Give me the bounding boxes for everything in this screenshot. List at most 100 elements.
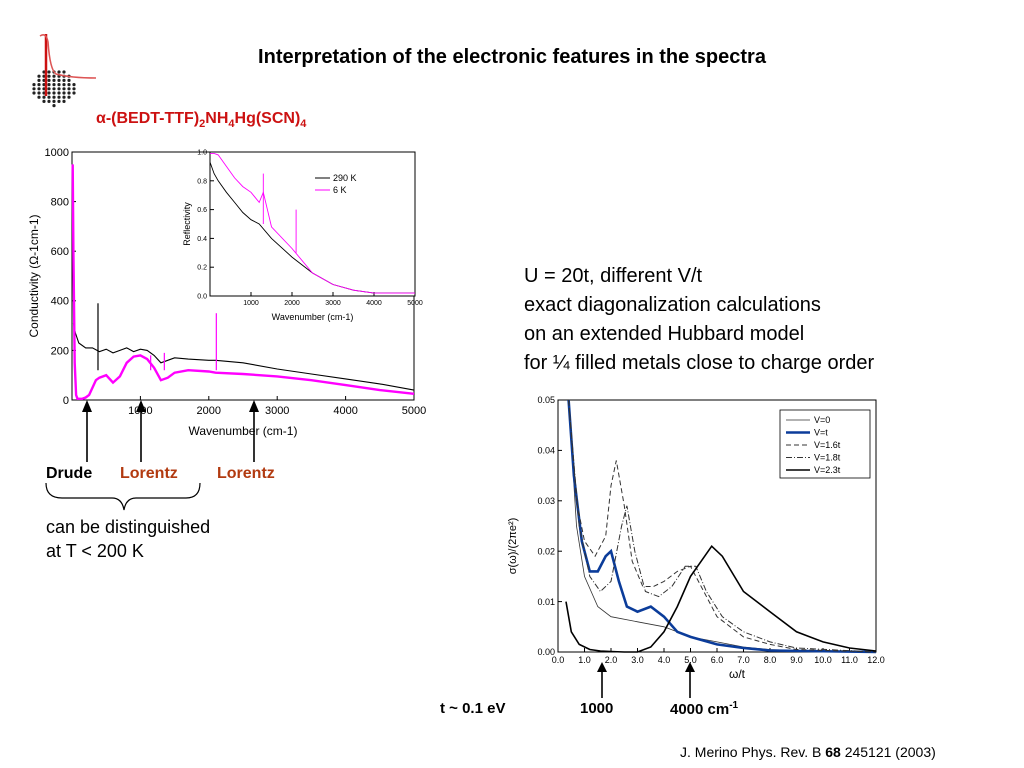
logo-dot bbox=[37, 83, 41, 87]
logo-dot bbox=[67, 83, 71, 87]
hub-xtick-label: 2.0 bbox=[605, 655, 618, 665]
cond-xtick-label: 3000 bbox=[265, 405, 289, 417]
conductivity-chart: 1000 2000 3000 4000 5000 0 200 400 600 800 1000 Wav… bbox=[27, 147, 426, 438]
hub-xtick-label: 7.0 bbox=[737, 655, 750, 665]
logo-dot bbox=[52, 91, 56, 95]
refl-frame bbox=[209, 151, 416, 297]
logo-dot bbox=[62, 91, 66, 95]
cond-xtick-label: 4000 bbox=[333, 405, 357, 417]
lorentz-arrow-2 bbox=[249, 400, 259, 462]
refl-xtick-label: 3000 bbox=[325, 300, 341, 307]
logo-dot bbox=[62, 83, 66, 87]
hub-xtick-label: 11.0 bbox=[841, 655, 858, 665]
hub-legend-label: V=1.6t bbox=[814, 440, 841, 450]
refl-ytick-label: 1.0 bbox=[197, 149, 207, 156]
refl-xtick-label: 1000 bbox=[243, 300, 259, 307]
citation: J. Merino Phys. Rev. B 68 245121 (2003) bbox=[680, 744, 936, 760]
logo-dot bbox=[57, 99, 61, 103]
logo-dot bbox=[72, 91, 76, 95]
logo-dot bbox=[67, 95, 71, 99]
logo-dot bbox=[57, 95, 61, 99]
cond-xtick-label: 5000 bbox=[402, 405, 426, 417]
arrow-4000 bbox=[685, 662, 695, 698]
hub-legend-label: V=2.3t bbox=[814, 465, 841, 475]
model-description: U = 20t, different V/t exact diagonaliza… bbox=[524, 262, 874, 378]
refl-xlabel: Wavenumber (cm-1) bbox=[272, 312, 354, 322]
cond-series-6k bbox=[71, 164, 415, 400]
logo-dot bbox=[52, 83, 56, 87]
logo-dot bbox=[37, 91, 41, 95]
logo-dot bbox=[37, 87, 41, 91]
label-4000: 4000 cm-1 bbox=[670, 700, 739, 718]
hub-ylabel: σ(ω)/(2πe²) bbox=[507, 518, 519, 575]
cond-ytick-label: 600 bbox=[51, 246, 69, 258]
logo-dot bbox=[37, 78, 41, 82]
distinguish-line-2: at T < 200 K bbox=[46, 541, 144, 561]
hub-series-vt bbox=[567, 399, 877, 654]
hub-xlabel: ω/t bbox=[729, 667, 746, 681]
logo-dot bbox=[32, 91, 36, 95]
refl-ytick-label: 0.6 bbox=[197, 207, 207, 214]
description-line-3: on an extended Hubbard model bbox=[524, 323, 805, 345]
distinguish-line-1: can be distinguished bbox=[46, 517, 211, 537]
hub-xtick-label: 1.0 bbox=[578, 655, 591, 665]
logo-dot bbox=[52, 74, 56, 78]
compound-formula: α-(BEDT-TTF)2NH4Hg(SCN)4 bbox=[96, 110, 307, 131]
hub-legend-label: V=1.8t bbox=[814, 453, 841, 463]
logo-dot-grid bbox=[32, 70, 76, 108]
hub-ytick-label: 0.05 bbox=[537, 395, 555, 405]
hub-ytick-label: 0.00 bbox=[537, 647, 555, 657]
logo-dot bbox=[37, 95, 41, 99]
hub-xtick-label: 0.0 bbox=[552, 655, 565, 665]
logo-dot bbox=[32, 87, 36, 91]
logo-dot bbox=[52, 78, 56, 82]
page-title: Interpretation of the electronic feature… bbox=[258, 46, 766, 68]
logo-dot bbox=[57, 83, 61, 87]
hub-xtick-label: 4.0 bbox=[658, 655, 671, 665]
refl-legend-label: 290 K bbox=[333, 173, 357, 183]
logo-dot bbox=[42, 95, 46, 99]
hub-series-v18t bbox=[568, 399, 877, 653]
energy-t-label: t ~ 0.1 eV bbox=[440, 700, 506, 717]
description-line-2: exact diagonalization calculations bbox=[524, 294, 821, 316]
logo-curve bbox=[39, 34, 97, 79]
hub-xtick-label: 8.0 bbox=[764, 655, 777, 665]
logo-dot bbox=[62, 70, 66, 74]
drude-arrow bbox=[82, 400, 92, 462]
logo-dot bbox=[62, 87, 66, 91]
logo-dot bbox=[57, 91, 61, 95]
hub-ytick-label: 0.04 bbox=[537, 446, 555, 456]
logo-dot bbox=[57, 78, 61, 82]
cond-series-290k bbox=[72, 322, 415, 391]
logo-dot bbox=[42, 99, 46, 103]
hub-xtick-label: 12.0 bbox=[867, 655, 885, 665]
hubbard-chart: 0.0 1.0 2.0 3.0 4.0 5.0 6.0 7.0 8.0 9.0 10.0 11.0 12… bbox=[507, 395, 885, 681]
hub-xtick-label: 10.0 bbox=[814, 655, 832, 665]
logo-dot bbox=[57, 87, 61, 91]
logo-dot bbox=[32, 83, 36, 87]
cond-ytick-label: 400 bbox=[51, 296, 69, 308]
arrow-1000 bbox=[597, 662, 607, 698]
refl-ytick-label: 0.2 bbox=[197, 265, 207, 272]
hub-xtick-label: 3.0 bbox=[631, 655, 644, 665]
logo-dot bbox=[47, 87, 51, 91]
refl-ytick-label: 0.8 bbox=[197, 178, 207, 185]
cond-ylabel: Conductivity (Ω-1cm-1) bbox=[27, 215, 41, 338]
hub-ytick-label: 0.03 bbox=[537, 496, 555, 506]
logo bbox=[32, 34, 97, 108]
logo-dot bbox=[62, 99, 66, 103]
hub-xtick-label: 6.0 bbox=[711, 655, 724, 665]
cond-ytick-label: 1000 bbox=[45, 147, 69, 159]
hub-legend-label: V=0 bbox=[814, 415, 830, 425]
distinguish-note: can be distinguished at T < 200 K bbox=[46, 515, 210, 563]
hub-series-v16t bbox=[568, 399, 877, 653]
feature-arrows bbox=[45, 400, 259, 511]
hub-xtick-label: 9.0 bbox=[790, 655, 803, 665]
logo-dot bbox=[52, 87, 56, 91]
hub-legend-box bbox=[779, 409, 871, 479]
cond-xtick-label: 2000 bbox=[197, 405, 221, 417]
description-line-4: for ¼ filled metals close to charge orde… bbox=[524, 352, 875, 374]
refl-ytick-label: 0.4 bbox=[197, 236, 207, 243]
logo-dot bbox=[62, 78, 66, 82]
hub-ytick-label: 0.01 bbox=[537, 597, 555, 607]
